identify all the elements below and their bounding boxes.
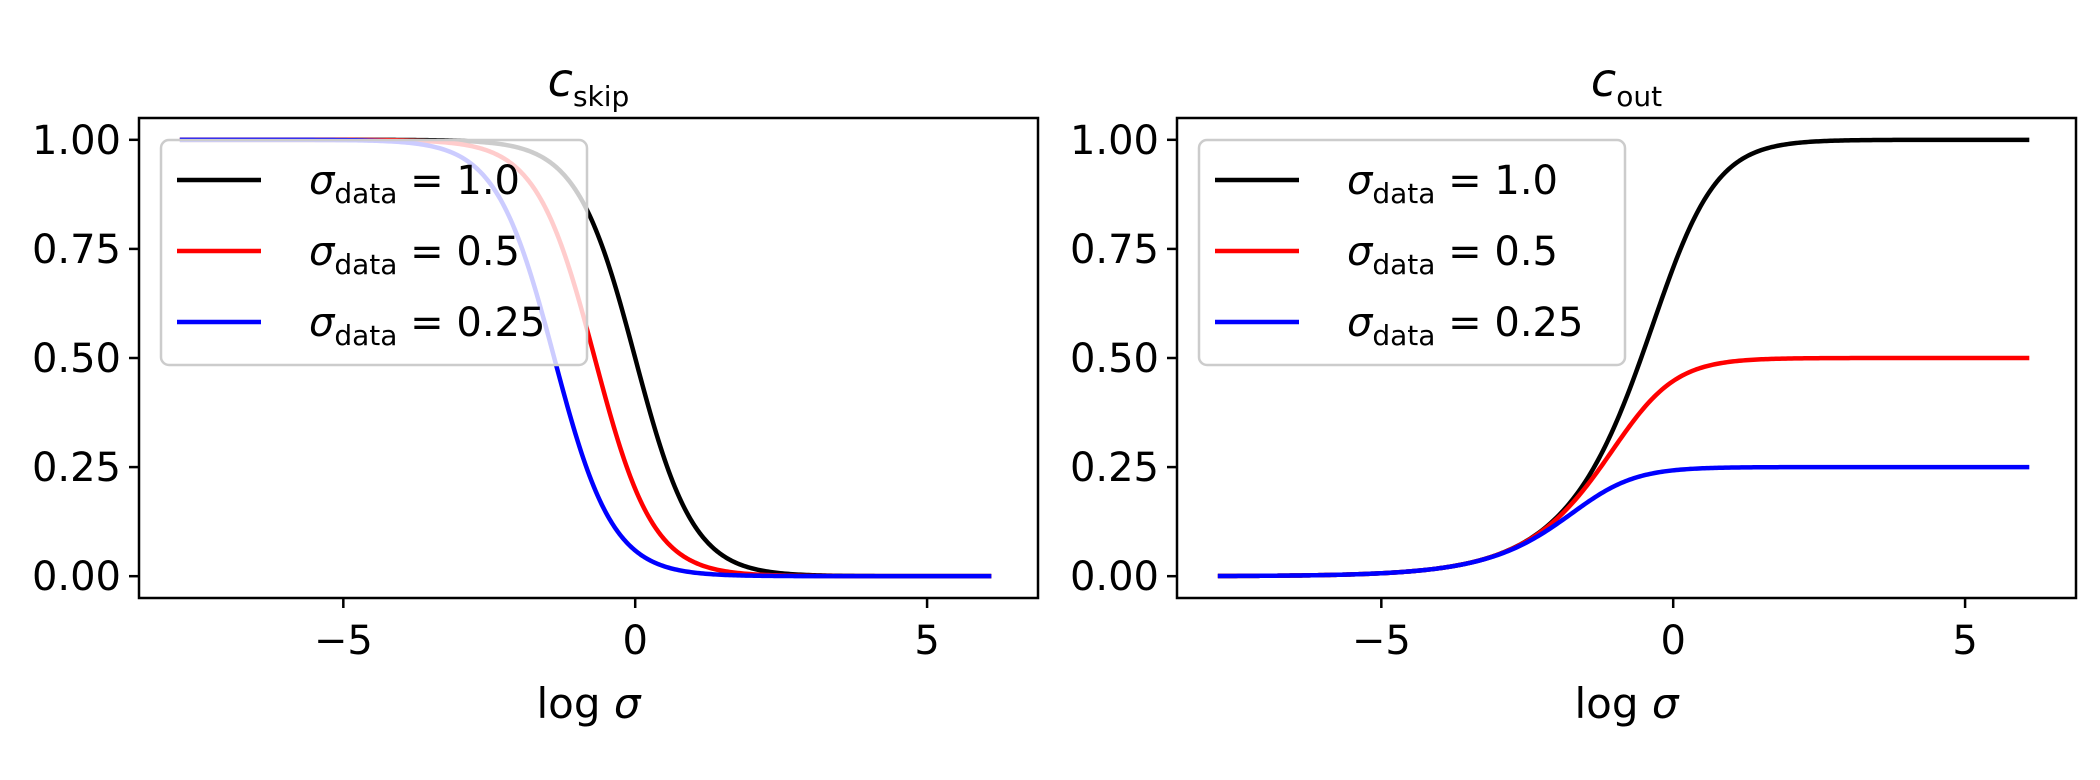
x-tick-label: −5 xyxy=(1352,618,1411,664)
legend: σdata = 1.0 σdata = 0.5 σdata = 0.25 xyxy=(1197,138,1627,367)
legend: σdata = 1.0 σdata = 0.5 σdata = 0.25 xyxy=(159,138,589,367)
x-tick-label: −5 xyxy=(314,618,373,664)
legend-entry-label: σdata = 0.5 xyxy=(1347,229,1558,281)
chart-title: cout xyxy=(1591,53,1662,113)
chart-title: cskip xyxy=(548,53,630,113)
series-group xyxy=(1217,137,2030,579)
chart-panel-out: 0.00 0.25 0.50 0.75 1.00 −5 0 5 log σ cout σdata =… xyxy=(1070,53,2078,728)
legend-box xyxy=(1197,138,1627,367)
y-tick-label: 1.00 xyxy=(32,118,121,164)
x-axis-label: log σ xyxy=(536,679,641,728)
series-line-sigma-data-0-25 xyxy=(1217,464,2030,579)
y-tick-label: 0.00 xyxy=(32,554,121,600)
x-tick-label: 0 xyxy=(622,618,647,664)
y-tick-label: 0.50 xyxy=(1070,336,1159,382)
chart-panel-skip: 0.00 0.25 0.50 0.75 1.00 −5 0 5 log σ cskip σdata … xyxy=(32,53,1040,728)
x-axis-label: log σ xyxy=(1574,679,1679,728)
x-tick-label: 0 xyxy=(1660,618,1685,664)
y-tick-label: 0.00 xyxy=(1070,554,1159,600)
y-tick-label: 0.25 xyxy=(32,445,121,491)
legend-entry-label: σdata = 1.0 xyxy=(1347,158,1558,210)
y-tick-label: 0.75 xyxy=(1070,227,1159,273)
y-tick-label: 0.75 xyxy=(32,227,121,273)
x-tick-label: 5 xyxy=(914,618,939,664)
legend-entry-label: σdata = 0.5 xyxy=(309,229,520,281)
legend-entry-label: σdata = 1.0 xyxy=(309,158,520,210)
x-tick-label: 5 xyxy=(1952,618,1977,664)
y-tick-label: 0.50 xyxy=(32,336,121,382)
legend-entry-label: σdata = 0.25 xyxy=(1347,300,1583,352)
legend-box xyxy=(159,138,589,367)
legend-entry-label: σdata = 0.25 xyxy=(309,300,545,352)
y-tick-label: 0.25 xyxy=(1070,445,1159,491)
y-tick-label: 1.00 xyxy=(1070,118,1159,164)
